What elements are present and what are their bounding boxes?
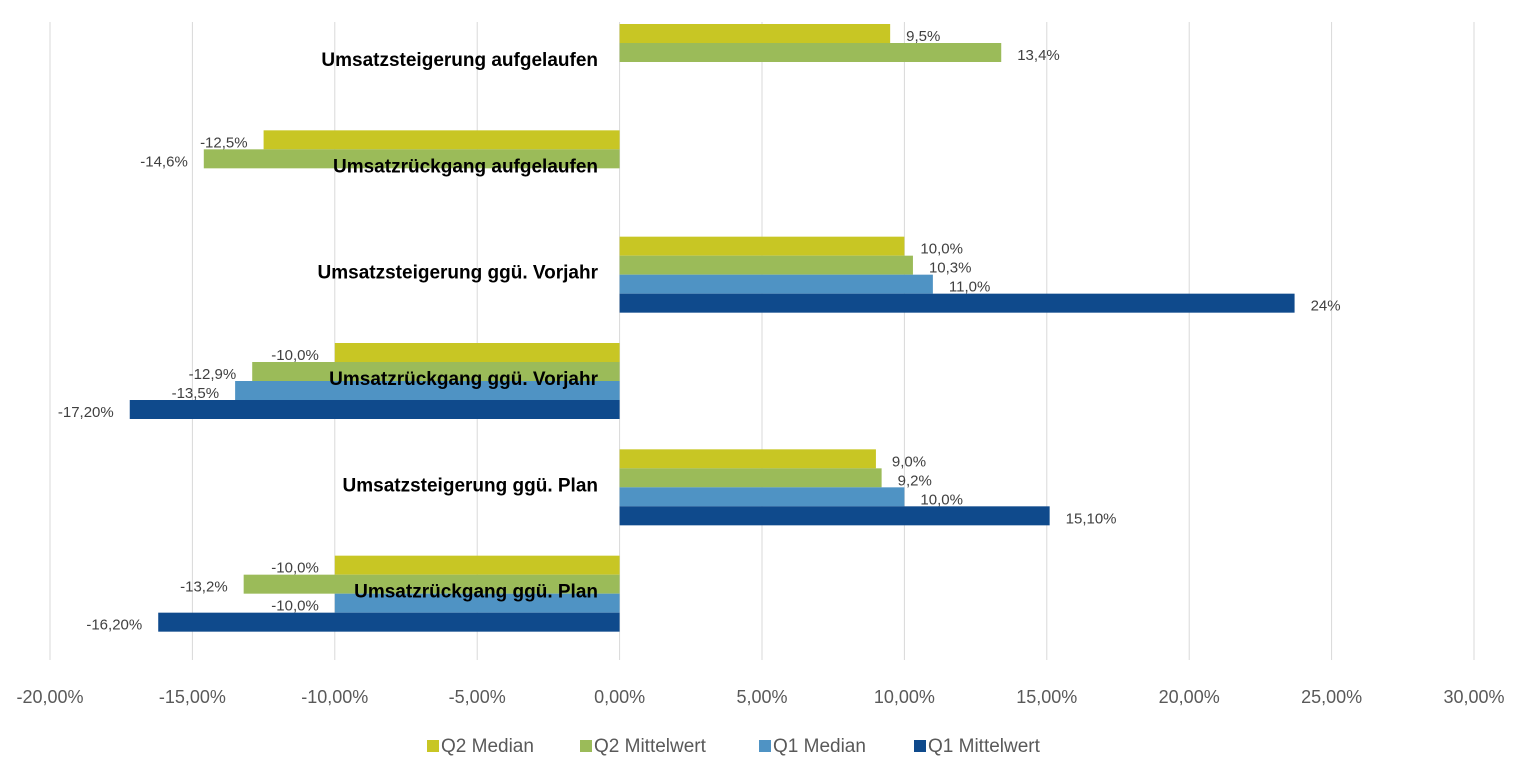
- value-label: -16,20%: [86, 617, 142, 634]
- category-label: Umsatzrückgang ggü. Vorjahr: [329, 369, 598, 390]
- x-tick-label: 10,00%: [874, 687, 935, 707]
- value-label: -12,9%: [189, 366, 237, 383]
- value-label: 10,3%: [929, 260, 972, 277]
- value-label: 15,10%: [1066, 510, 1117, 527]
- value-label: 10,0%: [920, 491, 963, 508]
- bar: [619, 43, 1002, 62]
- value-label: 9,0%: [892, 453, 926, 470]
- value-label: 11,0%: [949, 279, 990, 296]
- x-tick-label: 20,00%: [1159, 687, 1220, 707]
- value-label: -14,6%: [140, 153, 188, 170]
- legend-swatch: [580, 740, 592, 752]
- bar: [158, 612, 620, 632]
- bar: [203, 149, 620, 169]
- value-label: 9,2%: [898, 472, 932, 489]
- x-tick-label: 25,00%: [1301, 687, 1362, 707]
- bar: [619, 487, 905, 507]
- x-tick-label: 0,00%: [594, 687, 645, 707]
- legend-swatch: [914, 740, 926, 752]
- value-label: -12,5%: [200, 134, 248, 151]
- value-label: 10,0%: [920, 241, 963, 258]
- category-label: Umsatzrückgang ggü. Plan: [354, 582, 598, 603]
- x-tick-label: -15,00%: [159, 687, 226, 707]
- value-label: -10,0%: [271, 347, 319, 364]
- bar: [334, 593, 620, 613]
- bar: [334, 343, 620, 362]
- bar: [619, 468, 882, 488]
- bar: [252, 362, 620, 381]
- legend-swatch: [759, 740, 771, 752]
- bar: [619, 255, 913, 275]
- bar: [235, 381, 620, 400]
- value-label: -10,0%: [271, 598, 319, 615]
- x-tick-label: -20,00%: [16, 687, 83, 707]
- value-label: 9,5%: [906, 28, 940, 45]
- legend-label: Q1 Median: [773, 736, 866, 757]
- legend-swatch: [427, 740, 439, 752]
- bar: [129, 400, 620, 419]
- value-label: -10,0%: [271, 560, 319, 577]
- bar: [619, 449, 876, 469]
- legend-label: Q2 Mittelwert: [594, 736, 707, 757]
- bar: [619, 274, 933, 294]
- x-tick-label: 30,00%: [1443, 687, 1504, 707]
- bar: [334, 555, 620, 575]
- bar: [619, 293, 1295, 313]
- bar: [619, 24, 891, 43]
- bar: [619, 236, 905, 256]
- x-tick-label: 5,00%: [736, 687, 787, 707]
- x-tick-label: 15,00%: [1016, 687, 1077, 707]
- category-label: Umsatzsteigerung aufgelaufen: [321, 50, 598, 71]
- value-label: 24%: [1311, 298, 1341, 315]
- bar: [243, 574, 620, 594]
- value-label: -13,5%: [172, 385, 220, 402]
- value-label: -13,2%: [180, 579, 228, 596]
- category-label: Umsatzsteigerung ggü. Vorjahr: [318, 263, 599, 284]
- value-label: -17,20%: [58, 404, 114, 421]
- bar: [619, 506, 1050, 526]
- category-label: Umsatzsteigerung ggü. Plan: [343, 475, 598, 496]
- x-tick-label: -5,00%: [449, 687, 506, 707]
- category-label: Umsatzrückgang aufgelaufen: [333, 156, 598, 177]
- value-label: 13,4%: [1017, 47, 1060, 64]
- legend-label: Q2 Median: [441, 736, 534, 757]
- x-tick-label: -10,00%: [301, 687, 368, 707]
- bar: [263, 130, 620, 150]
- legend-label: Q1 Mittelwert: [928, 736, 1041, 757]
